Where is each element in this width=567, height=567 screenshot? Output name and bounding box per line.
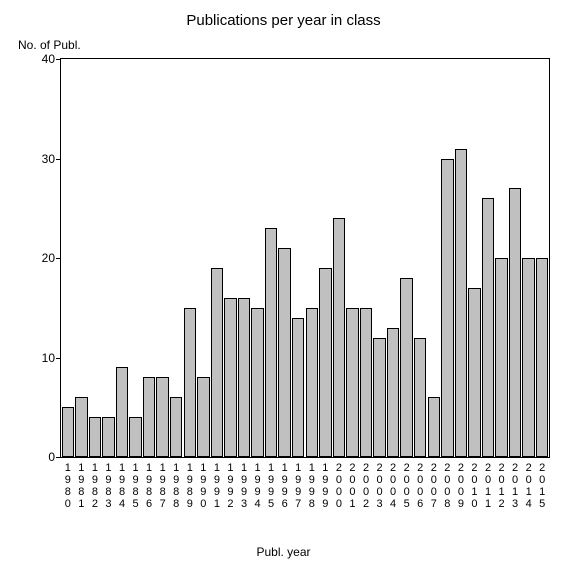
bar	[197, 377, 209, 457]
x-tick-label: 1992	[227, 462, 233, 510]
chart-title: Publications per year in class	[0, 12, 567, 29]
bar	[238, 298, 250, 457]
bar	[482, 198, 494, 457]
bar	[400, 278, 412, 457]
x-tick-label: 2012	[498, 462, 504, 510]
x-tick-label: 1996	[282, 462, 288, 510]
x-tick-label: 1988	[173, 462, 179, 510]
y-tick-label: 0	[15, 450, 55, 464]
y-tick-label: 30	[15, 152, 55, 166]
x-tick-label: 2011	[485, 462, 491, 510]
bar	[278, 248, 290, 457]
bars-group	[61, 59, 549, 457]
bar	[455, 149, 467, 457]
x-tick-label: 2007	[431, 462, 437, 510]
bar	[251, 308, 263, 457]
plot-area	[60, 58, 550, 458]
bar	[102, 417, 114, 457]
x-tick-label: 1987	[160, 462, 166, 510]
x-tick-label: 1994	[254, 462, 260, 510]
x-tick-label: 2001	[349, 462, 355, 510]
bar	[75, 397, 87, 457]
bar	[306, 308, 318, 457]
x-tick-label: 2005	[404, 462, 410, 510]
x-tick-label: 1982	[92, 462, 98, 510]
bar	[89, 417, 101, 457]
x-tick-label: 2006	[417, 462, 423, 510]
bar	[468, 288, 480, 457]
bar	[428, 397, 440, 457]
bar	[373, 338, 385, 457]
y-tick-label: 20	[15, 251, 55, 265]
x-tick-label: 1981	[78, 462, 84, 510]
bar	[387, 328, 399, 457]
bar	[156, 377, 168, 457]
bar	[265, 228, 277, 457]
bar	[170, 397, 182, 457]
x-tick-label: 2000	[336, 462, 342, 510]
bar	[62, 407, 74, 457]
chart-container: Publications per year in class No. of Pu…	[0, 0, 567, 567]
y-axis-label: No. of Publ.	[18, 38, 81, 52]
x-tick-label: 1990	[200, 462, 206, 510]
x-tick-label: 1985	[132, 462, 138, 510]
y-tick-label: 10	[15, 351, 55, 365]
x-tick-label: 2002	[363, 462, 369, 510]
x-tick-label: 2013	[512, 462, 518, 510]
bar	[184, 308, 196, 457]
bar	[441, 159, 453, 458]
x-tick-label: 1997	[295, 462, 301, 510]
bar	[509, 188, 521, 457]
bar	[224, 298, 236, 457]
x-tick-label: 2008	[444, 462, 450, 510]
bar	[360, 308, 372, 457]
bar	[414, 338, 426, 457]
x-tick-label: 1993	[241, 462, 247, 510]
x-tick-label: 1998	[309, 462, 315, 510]
x-tick-label: 1991	[214, 462, 220, 510]
bar	[346, 308, 358, 457]
x-axis-label: Publ. year	[0, 545, 567, 559]
x-tick-label: 1983	[105, 462, 111, 510]
bar	[536, 258, 548, 457]
bar	[211, 268, 223, 457]
x-tick-label: 2014	[526, 462, 532, 510]
x-tick-label: 1999	[322, 462, 328, 510]
x-tick-label: 2004	[390, 462, 396, 510]
x-tick-label: 2010	[471, 462, 477, 510]
y-tick-label: 40	[15, 52, 55, 66]
x-tick-label: 2009	[458, 462, 464, 510]
bar	[333, 218, 345, 457]
x-tick-label: 2003	[376, 462, 382, 510]
x-tick-label: 1986	[146, 462, 152, 510]
x-tick-label: 2015	[539, 462, 545, 510]
bar	[116, 367, 128, 457]
bar	[319, 268, 331, 457]
bar	[292, 318, 304, 457]
x-tick-label: 1995	[268, 462, 274, 510]
bar	[522, 258, 534, 457]
bar	[143, 377, 155, 457]
bar	[129, 417, 141, 457]
x-tick-label: 1984	[119, 462, 125, 510]
bar	[495, 258, 507, 457]
x-tick-label: 1989	[187, 462, 193, 510]
x-tick-label: 1980	[65, 462, 71, 510]
